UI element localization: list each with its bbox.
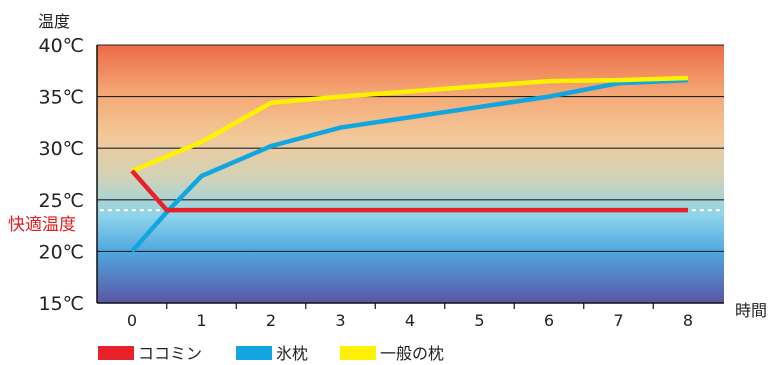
y-tick-label: 35℃: [38, 87, 84, 109]
comfort-temperature-label: 快適温度: [8, 215, 76, 235]
legend-swatch-kokomin: [98, 346, 134, 360]
y-tick-label: 40℃: [38, 35, 84, 57]
y-axis-title: 温度: [38, 12, 70, 31]
legend-swatch-regular-pillow: [340, 346, 376, 360]
legend: ココミン 氷枕 一般の枕: [98, 344, 444, 363]
x-tick-marks: [166, 303, 654, 309]
legend-label-regular-pillow: 一般の枕: [380, 344, 444, 363]
legend-swatch-ice-pillow: [236, 346, 272, 360]
series-line-ice-pillow: [130, 77, 689, 253]
x-tick-label: 2: [266, 311, 276, 330]
y-tick-labels: 15℃ 20℃ 25℃ 30℃ 35℃ 40℃: [38, 35, 84, 315]
legend-label-kokomin: ココミン: [138, 344, 202, 363]
series-line-regular-pillow: [131, 75, 689, 173]
x-tick-label: 8: [683, 311, 693, 330]
series-lines: [130, 75, 689, 253]
x-tick-label: 3: [335, 311, 345, 330]
y-tick-label: 30℃: [38, 138, 84, 160]
x-tick-label: 5: [474, 311, 484, 330]
series-line-kokomin: [130, 169, 688, 213]
x-tick-label: 1: [196, 311, 206, 330]
legend-label-ice-pillow: 氷枕: [276, 344, 308, 363]
x-tick-label: 4: [405, 311, 415, 330]
y-tick-label: 15℃: [38, 293, 84, 315]
y-tick-label: 20℃: [38, 241, 84, 263]
x-tick-labels: 0 1 2 3 4 5 6 7 8: [127, 311, 693, 330]
x-tick-label: 0: [127, 311, 137, 330]
x-tick-label: 6: [544, 311, 554, 330]
x-tick-label: 7: [613, 311, 623, 330]
x-axis-title: 時間: [735, 301, 767, 320]
gridlines: [97, 44, 724, 252]
y-tick-label: 25℃: [38, 190, 84, 212]
